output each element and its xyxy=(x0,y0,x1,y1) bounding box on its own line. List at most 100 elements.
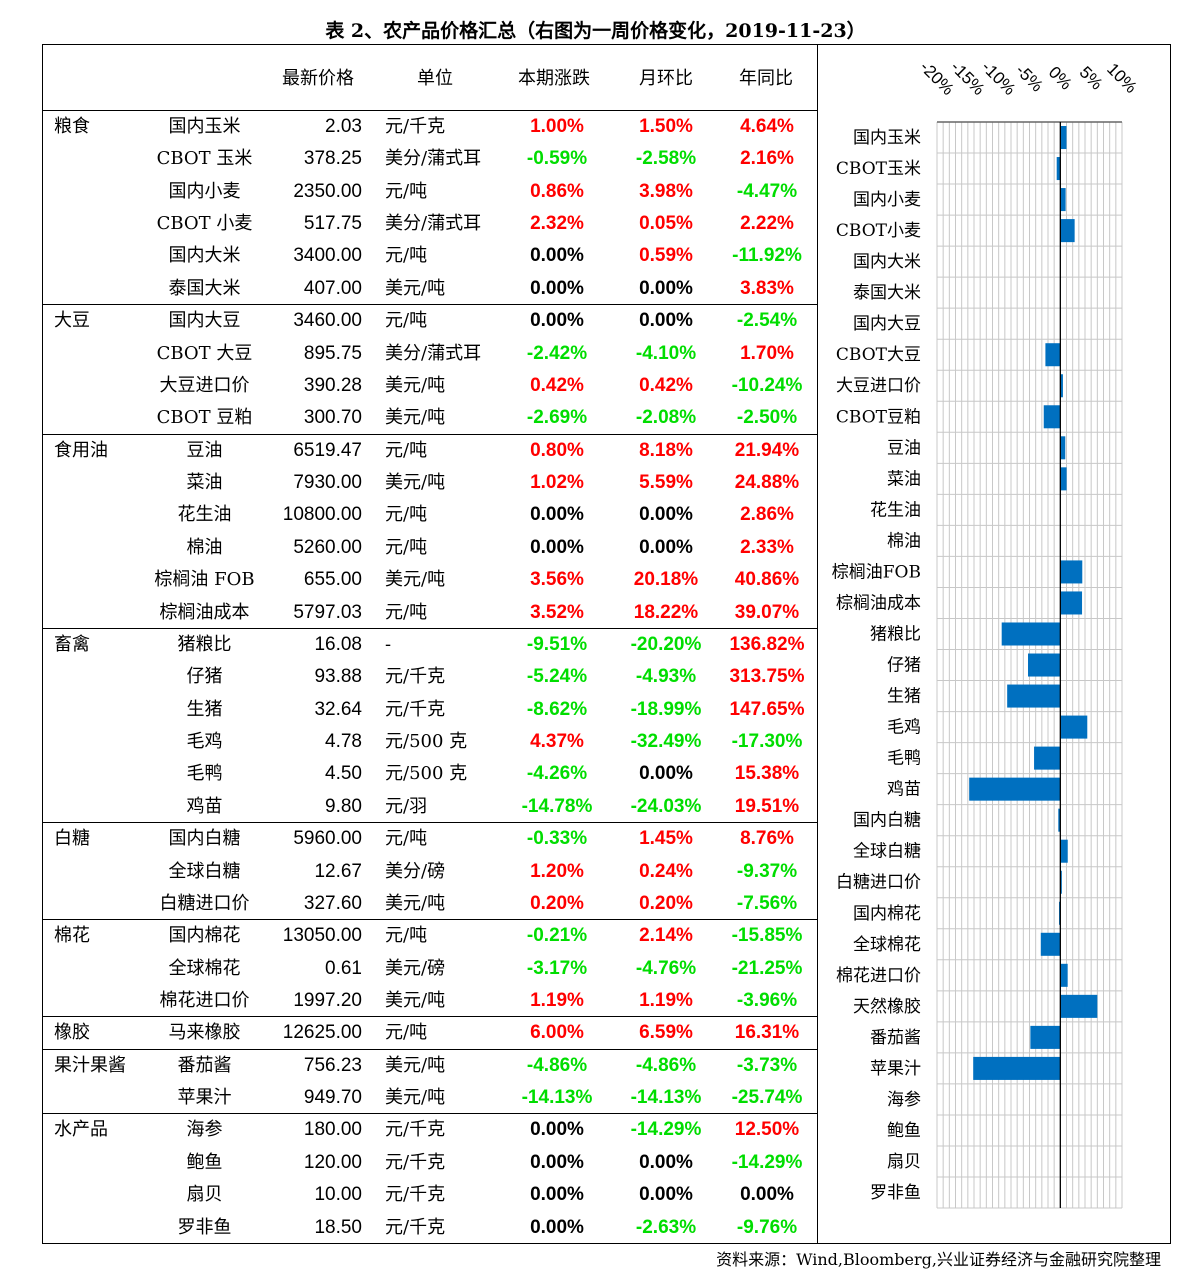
category-label: 鲍鱼 xyxy=(887,1121,921,1141)
header-yoy: 年同比 xyxy=(739,68,793,89)
item-name: 国内棉花 xyxy=(168,925,241,947)
unit: 元/500 克 xyxy=(385,731,468,753)
unit: 元/千克 xyxy=(385,116,446,137)
category-label: 鸡苗 xyxy=(887,780,921,800)
mom-change: -2.08% xyxy=(635,407,697,429)
mom-change: 18.22% xyxy=(633,601,699,623)
unit: 美分/蒲式耳 xyxy=(385,213,482,235)
unit: 元/千克 xyxy=(385,1216,446,1238)
category-label: 番茄酱 xyxy=(870,1028,921,1048)
mom-change: -2.58% xyxy=(635,148,697,170)
unit: 元/500 克 xyxy=(385,763,468,785)
group-label: 畜禽 xyxy=(54,633,90,655)
unit: 美分/蒲式耳 xyxy=(385,342,482,364)
bar xyxy=(1060,870,1062,894)
group-divider xyxy=(42,822,817,824)
unit: 元/千克 xyxy=(385,1184,446,1206)
weekly-change: -0.59% xyxy=(526,148,588,170)
category-label: 毛鸭 xyxy=(887,749,921,769)
weekly-change: 0.00% xyxy=(530,504,584,526)
category-label: 全球白糖 xyxy=(853,842,921,862)
category-label: 猪粮比 xyxy=(870,624,921,644)
unit: 元/吨 xyxy=(385,245,428,267)
item-name: 罗非鱼 xyxy=(177,1216,232,1238)
mom-change: 2.14% xyxy=(639,925,693,947)
category-label: 国内大米 xyxy=(853,252,921,272)
unit: 元/吨 xyxy=(385,828,428,850)
yoy-change: -10.24% xyxy=(731,374,803,396)
unit: 美分/蒲式耳 xyxy=(385,148,482,170)
category-label: 泰国大米 xyxy=(853,283,921,303)
x-tick-label: 0% xyxy=(1045,63,1076,94)
latest-price: 327.60 xyxy=(303,892,362,914)
item-name: 白糖进口价 xyxy=(159,892,250,914)
group-label: 粮食 xyxy=(54,116,90,137)
group-label: 棉花 xyxy=(54,925,90,947)
weekly-change: 3.52% xyxy=(530,601,584,623)
category-label: 花生油 xyxy=(870,500,921,520)
item-name: 大豆进口价 xyxy=(159,374,250,396)
x-tick-label: 10% xyxy=(1103,59,1140,96)
bar xyxy=(1045,343,1061,367)
weekly-change: -2.42% xyxy=(526,342,588,364)
weekly-change: 1.20% xyxy=(530,860,584,882)
unit: 元/千克 xyxy=(385,666,446,688)
category-label: 天然橡胶 xyxy=(853,997,921,1017)
latest-price: 407.00 xyxy=(303,277,362,299)
yoy-change: 136.82% xyxy=(729,633,805,655)
yoy-change: -7.56% xyxy=(736,892,798,914)
latest-price: 93.88 xyxy=(314,666,362,688)
yoy-change: 19.51% xyxy=(734,795,800,817)
category-label: CBOT大豆 xyxy=(836,345,921,365)
bar xyxy=(1030,1025,1061,1049)
latest-price: 10.00 xyxy=(314,1184,362,1206)
category-label: CBOT豆粕 xyxy=(836,407,921,427)
item-name: 棕榈油成本 xyxy=(159,601,250,623)
group-label: 水产品 xyxy=(54,1119,108,1141)
item-name: 毛鸭 xyxy=(186,763,223,785)
mom-change: -2.63% xyxy=(635,1216,697,1238)
item-name: 海参 xyxy=(186,1119,223,1141)
mom-change: 0.05% xyxy=(639,213,693,235)
unit: 美元/吨 xyxy=(385,989,446,1011)
latest-price: 1997.20 xyxy=(293,989,362,1011)
bar xyxy=(1007,684,1061,708)
item-name: 仔猪 xyxy=(186,666,223,688)
bar xyxy=(1060,839,1068,863)
category-label: CBOT玉米 xyxy=(836,159,921,179)
weekly-change: 0.00% xyxy=(530,277,584,299)
mom-change: 0.59% xyxy=(639,245,693,267)
weekly-change: 0.20% xyxy=(530,892,584,914)
yoy-change: -3.96% xyxy=(736,989,798,1011)
mom-change: -4.93% xyxy=(635,666,697,688)
yoy-change: 2.33% xyxy=(740,536,794,558)
weekly-change: 0.00% xyxy=(530,536,584,558)
mom-change: -4.10% xyxy=(635,342,697,364)
weekly-change: -5.24% xyxy=(526,666,588,688)
mom-change: 3.98% xyxy=(639,180,693,202)
bar xyxy=(1060,591,1083,615)
latest-price: 655.00 xyxy=(303,569,362,591)
latest-price: 4.50 xyxy=(325,763,362,785)
weekly-change: 6.00% xyxy=(530,1022,584,1044)
yoy-change: 1.70% xyxy=(740,342,794,364)
mom-change: 5.59% xyxy=(639,472,693,494)
bar xyxy=(1058,808,1061,832)
item-name: CBOT 大豆 xyxy=(156,342,253,364)
category-label: 毛鸡 xyxy=(887,718,921,738)
mom-change: 8.18% xyxy=(639,439,693,461)
category-label: 棉花进口价 xyxy=(836,966,921,986)
unit: 美元/吨 xyxy=(385,892,446,914)
unit: 元/吨 xyxy=(385,310,428,332)
category-label: 生猪 xyxy=(887,687,921,707)
yoy-change: 3.83% xyxy=(740,277,794,299)
latest-price: 4.78 xyxy=(325,731,362,753)
item-name: 国内大米 xyxy=(168,245,241,267)
item-name: 全球白糖 xyxy=(168,860,241,882)
item-name: CBOT 豆粕 xyxy=(156,407,253,429)
yoy-change: -17.30% xyxy=(731,731,803,753)
unit: 美元/磅 xyxy=(385,957,446,979)
mom-change: 1.50% xyxy=(639,116,693,137)
mom-change: 0.20% xyxy=(639,892,693,914)
yoy-change: -3.73% xyxy=(736,1054,798,1076)
